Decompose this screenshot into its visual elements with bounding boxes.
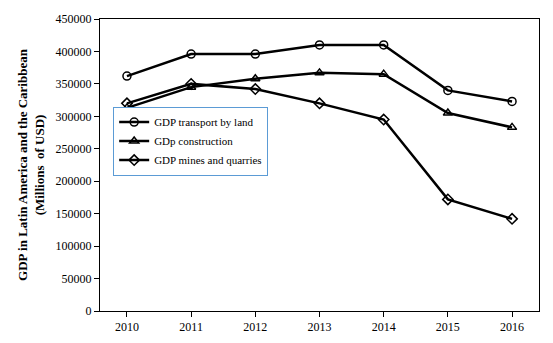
svg-text:250000: 250000 — [56, 142, 92, 156]
svg-text:300000: 300000 — [56, 110, 92, 124]
svg-text:GDp construction: GDp construction — [154, 135, 233, 147]
svg-text:450000: 450000 — [56, 12, 92, 26]
svg-text:2014: 2014 — [372, 320, 396, 334]
svg-text:GDP mines and quarries: GDP mines and quarries — [154, 154, 261, 166]
svg-text:2015: 2015 — [436, 320, 460, 334]
svg-text:400000: 400000 — [56, 45, 92, 59]
svg-text:100000: 100000 — [56, 239, 92, 253]
svg-text:2013: 2013 — [308, 320, 332, 334]
svg-text:200000: 200000 — [56, 174, 92, 188]
svg-text:150000: 150000 — [56, 207, 92, 221]
svg-text:2011: 2011 — [179, 320, 203, 334]
svg-text:350000: 350000 — [56, 77, 92, 91]
svg-text:2016: 2016 — [500, 320, 524, 334]
svg-text:50000: 50000 — [62, 272, 92, 286]
svg-text:GDP transport by land: GDP transport by land — [154, 116, 253, 128]
svg-text:0: 0 — [86, 304, 92, 318]
svg-text:2010: 2010 — [115, 320, 139, 334]
svg-text:2012: 2012 — [243, 320, 267, 334]
svg-text:GDP in Latin America and the C: GDP in Latin America and the Caribbean(M… — [15, 48, 47, 281]
